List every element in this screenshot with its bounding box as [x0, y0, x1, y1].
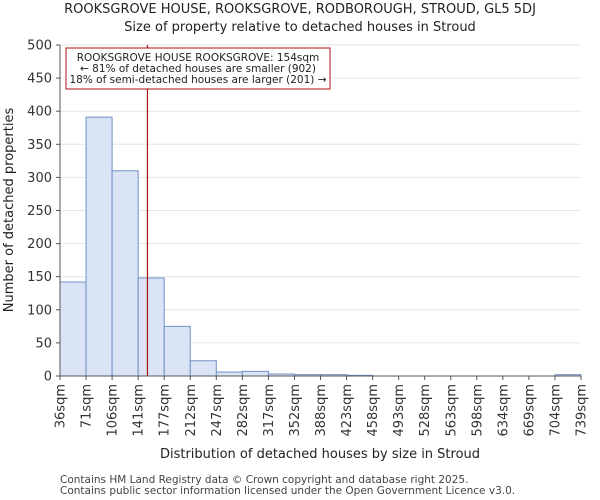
- bar: [137, 277, 165, 377]
- y-tick-label: 350: [27, 138, 52, 153]
- x-tick-label: 493sqm: [392, 384, 407, 437]
- annotation-box: [65, 47, 331, 90]
- chart-subtitle: Size of property relative to detached ho…: [124, 20, 476, 35]
- y-tick-label: 200: [27, 237, 52, 252]
- y-tick-label: 50: [35, 336, 52, 351]
- annotation-line-1: ROOKSGROVE HOUSE ROOKSGROVE: 154sqm: [77, 52, 320, 64]
- x-tick-labels: 36sqm 71sqm 106sqm 141sqm 177sqm 212sqm 247sqm…: [54, 384, 590, 437]
- x-tick-label: 598sqm: [470, 384, 485, 437]
- x-tick-label: 106sqm: [106, 384, 121, 437]
- x-tick-label: 177sqm: [158, 384, 173, 437]
- x-tick-label: 669sqm: [522, 384, 537, 437]
- bar: [85, 116, 113, 377]
- footer-line-1: Contains HM Land Registry data © Crown c…: [60, 474, 469, 486]
- bar: [215, 371, 243, 377]
- axes: [56, 44, 582, 380]
- y-axis-label: Number of detached properties: [2, 108, 17, 313]
- x-tick-label: 388sqm: [314, 384, 329, 437]
- y-tick-label: 150: [27, 270, 52, 285]
- x-tick-label: 141sqm: [132, 384, 147, 437]
- x-tick-label: 317sqm: [262, 384, 277, 437]
- bar: [111, 170, 139, 377]
- x-tick-label: 423sqm: [340, 384, 355, 437]
- x-tick-label: 247sqm: [210, 384, 225, 437]
- y-tick-label: 250: [27, 204, 52, 219]
- x-tick-label: 739sqm: [575, 384, 590, 437]
- y-tick-label: 400: [27, 105, 52, 120]
- y-tick-label: 500: [27, 39, 52, 54]
- x-tick-label: 282sqm: [236, 384, 251, 437]
- bar: [241, 370, 269, 377]
- y-tick-labels: 0 50 100 150 200 250 300 350 400 450 500: [27, 39, 52, 385]
- bar: [59, 281, 87, 377]
- footer-line-2: Contains public sector information licen…: [60, 485, 516, 497]
- bar: [189, 360, 217, 377]
- annotation-line-2: ← 81% of detached houses are smaller (90…: [80, 63, 316, 75]
- x-tick-label: 36sqm: [54, 384, 69, 428]
- x-tick-label: 704sqm: [548, 384, 563, 437]
- y-tick-label: 0: [44, 370, 52, 385]
- annotation-line-3: 18% of semi-detached houses are larger (…: [70, 74, 327, 86]
- x-tick-label: 528sqm: [418, 384, 433, 437]
- x-tick-label: 71sqm: [80, 384, 95, 428]
- x-tick-label: 563sqm: [444, 384, 459, 437]
- bars: [59, 116, 582, 377]
- y-tick-label: 450: [27, 72, 52, 87]
- x-tick-label: 634sqm: [496, 384, 511, 437]
- histogram-chart: 0 50 100 150 200 250 300 350 400 450 500 36sqm 71sq…: [2, 39, 590, 463]
- chart-title: ROOKSGROVE HOUSE, ROOKSGROVE, RODBOROUGH…: [64, 2, 536, 17]
- x-axis-label: Distribution of detached houses by size …: [160, 447, 480, 462]
- x-tick-label: 212sqm: [184, 384, 199, 437]
- x-tick-label: 458sqm: [366, 384, 381, 437]
- x-tick-label: 352sqm: [288, 384, 303, 437]
- y-tick-label: 100: [27, 303, 52, 318]
- bar: [163, 325, 191, 377]
- y-tick-label: 300: [27, 171, 52, 186]
